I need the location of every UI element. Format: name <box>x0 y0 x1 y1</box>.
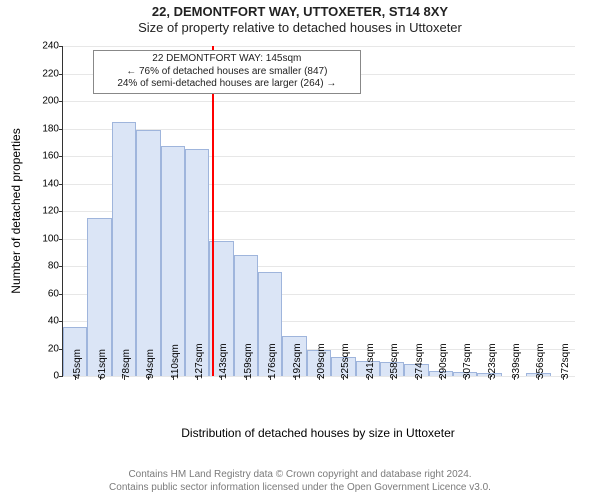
x-tick-label: 241sqm <box>365 343 376 379</box>
plot-area: 02040608010012014016018020022024045sqm61… <box>62 46 575 377</box>
y-tick-label: 200 <box>42 96 63 107</box>
histogram-bar <box>185 149 209 376</box>
page-title: 22, DEMONTFORT WAY, UTTOXETER, ST14 8XY <box>0 0 600 20</box>
y-tick-label: 120 <box>42 206 63 217</box>
y-axis-label: Number of detached properties <box>9 128 23 293</box>
x-tick-label: 176sqm <box>267 343 278 379</box>
x-tick-label: 78sqm <box>121 349 132 379</box>
x-tick-label: 209sqm <box>316 343 327 379</box>
annotation-box: 22 DEMONTFORT WAY: 145sqm← 76% of detach… <box>93 50 361 94</box>
y-tick-label: 220 <box>42 68 63 79</box>
x-tick-label: 45sqm <box>72 349 83 379</box>
annotation-line: ← 76% of detached houses are smaller (84… <box>98 66 356 79</box>
footer: Contains HM Land Registry data © Crown c… <box>0 469 600 494</box>
x-tick-label: 159sqm <box>243 343 254 379</box>
histogram-bar <box>136 130 160 376</box>
x-tick-label: 290sqm <box>438 343 449 379</box>
x-tick-label: 307sqm <box>462 343 473 379</box>
x-tick-label: 225sqm <box>340 343 351 379</box>
y-tick-label: 20 <box>48 343 63 354</box>
y-tick-label: 240 <box>42 41 63 52</box>
y-tick-label: 100 <box>42 233 63 244</box>
y-tick-label: 60 <box>48 288 63 299</box>
x-tick-label: 258sqm <box>389 343 400 379</box>
x-tick-label: 339sqm <box>511 343 522 379</box>
grid-line <box>63 101 575 102</box>
x-tick-label: 192sqm <box>292 343 303 379</box>
x-tick-label: 127sqm <box>194 343 205 379</box>
y-tick-label: 160 <box>42 151 63 162</box>
annotation-line: 24% of semi-detached houses are larger (… <box>98 78 356 91</box>
footer-line-2: Contains public sector information licen… <box>0 482 600 495</box>
x-tick-label: 356sqm <box>535 343 546 379</box>
page-subtitle: Size of property relative to detached ho… <box>0 20 600 36</box>
y-tick-label: 80 <box>48 261 63 272</box>
histogram-bar <box>161 146 185 376</box>
y-tick-label: 140 <box>42 178 63 189</box>
histogram-bar <box>112 122 136 376</box>
x-tick-label: 274sqm <box>414 343 425 379</box>
annotation-line: 22 DEMONTFORT WAY: 145sqm <box>98 53 356 66</box>
x-tick-label: 110sqm <box>170 344 181 379</box>
x-tick-label: 61sqm <box>97 349 108 379</box>
x-tick-label: 323sqm <box>487 343 498 379</box>
x-tick-label: 143sqm <box>218 343 229 379</box>
y-tick-label: 0 <box>53 371 63 382</box>
x-tick-label: 372sqm <box>560 343 571 379</box>
x-tick-label: 94sqm <box>145 349 156 379</box>
y-tick-label: 40 <box>48 316 63 327</box>
chart-container: 22, DEMONTFORT WAY, UTTOXETER, ST14 8XY … <box>0 0 600 500</box>
x-axis-label: Distribution of detached houses by size … <box>181 426 454 440</box>
y-tick-label: 180 <box>42 123 63 134</box>
footer-line-1: Contains HM Land Registry data © Crown c… <box>0 469 600 482</box>
reference-line <box>212 46 214 376</box>
grid-line <box>63 46 575 47</box>
